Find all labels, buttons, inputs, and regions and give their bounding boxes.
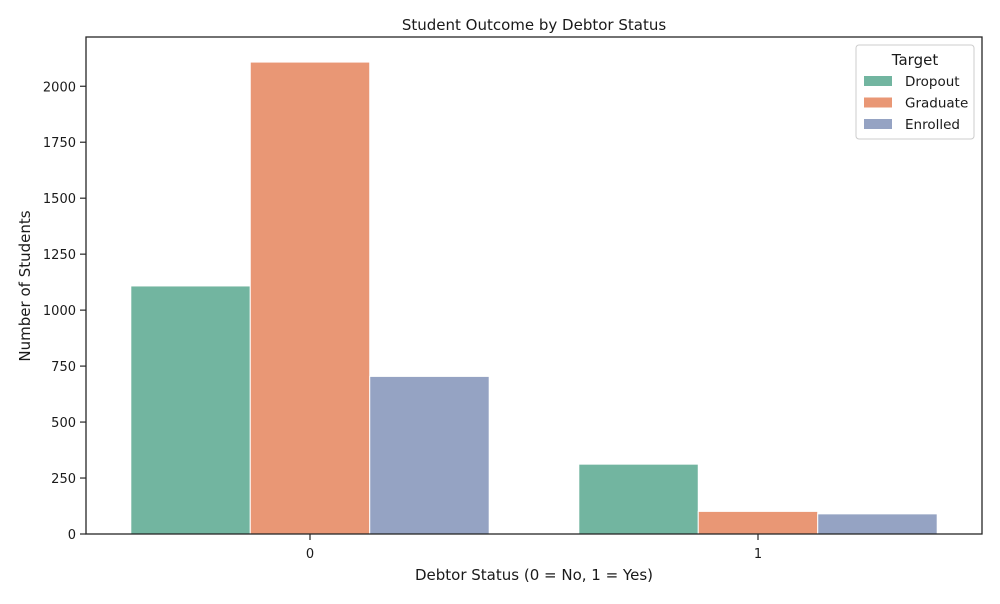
y-tick-label: 250 (51, 472, 76, 487)
y-axis-label: Number of Students (16, 210, 34, 361)
bars-group (130, 61, 938, 535)
bar-dropout-0 (130, 285, 251, 535)
legend-box (855, 44, 975, 140)
x-axis-label: Debtor Status (0 = No, 1 = Yes) (415, 566, 653, 584)
legend-label-graduate: Graduate (905, 96, 968, 112)
bar-graduate-1 (697, 510, 819, 535)
y-tick-label: 2000 (43, 80, 76, 95)
legend-swatch-graduate (864, 97, 892, 108)
y-tick-label: 1750 (43, 136, 76, 151)
legend-swatch-dropout (864, 76, 892, 86)
chart-title: Student Outcome by Debtor Status (402, 16, 666, 34)
bar-graduate-0 (249, 61, 371, 535)
y-tick-label: 1500 (43, 192, 76, 207)
bar-enrolled-1 (817, 513, 938, 535)
bar-enrolled-0 (369, 375, 490, 535)
legend: Target Dropout Graduate Enrolled (855, 44, 975, 140)
y-tick-label: 500 (51, 416, 76, 431)
legend-title: Target (891, 51, 939, 69)
legend-label-dropout: Dropout (905, 74, 960, 90)
y-tick-label: 1250 (43, 248, 76, 263)
x-tick-label: 0 (306, 547, 314, 562)
legend-swatch-enrolled (864, 119, 892, 129)
bar-dropout-1 (578, 463, 699, 535)
x-tick-label: 1 (754, 547, 762, 562)
y-tick-label: 1000 (43, 304, 76, 319)
legend-label-enrolled: Enrolled (905, 117, 960, 133)
y-tick-label: 750 (51, 360, 76, 375)
y-tick-label: 0 (68, 528, 76, 543)
plot-frame (85, 36, 983, 535)
y-axis: 0 250 500 750 1000 1250 1500 1750 2000 (43, 80, 86, 543)
